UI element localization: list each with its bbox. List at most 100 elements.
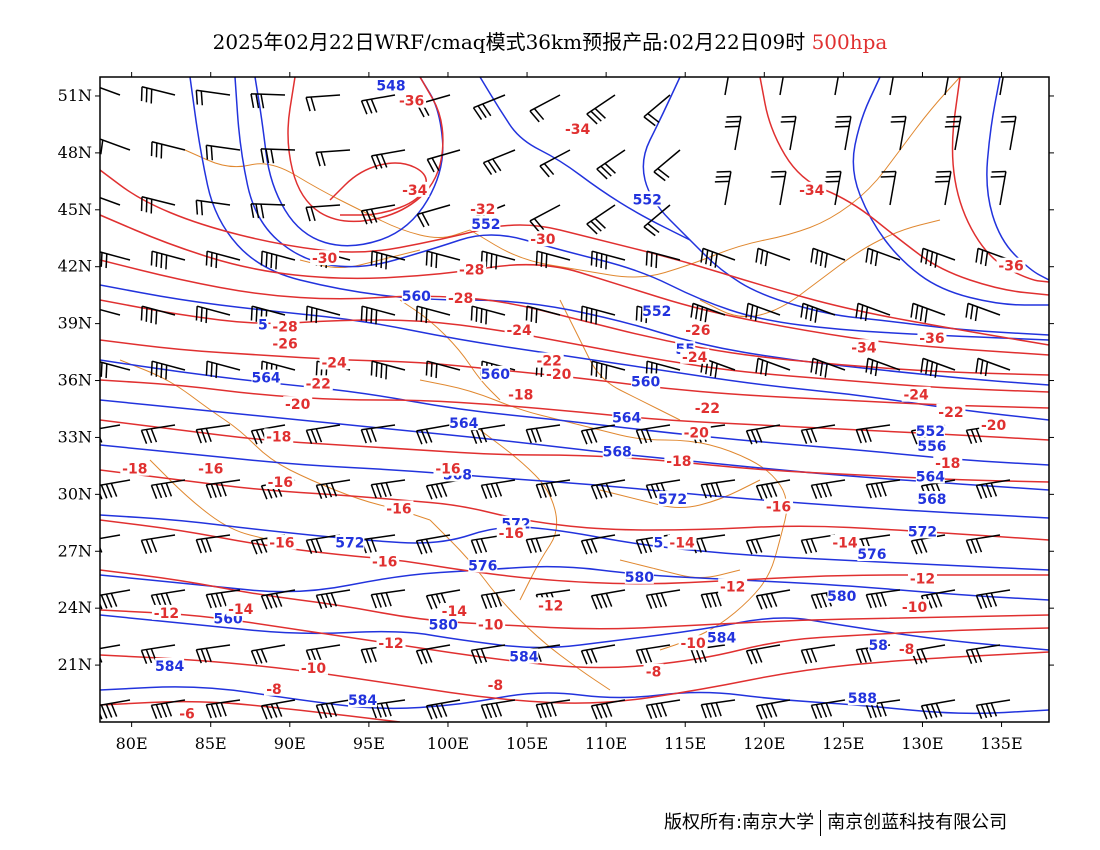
height-label-bg [251,369,281,385]
lat-tick-label: 24N [58,598,92,617]
wind-barb [415,424,451,445]
wind-barb [260,699,296,720]
height-label: 552 [471,217,500,233]
temperature-label-bg [196,460,226,476]
wind-barb [824,170,842,206]
temperature-label: -26 [272,336,297,352]
temperature-label: -18 [266,429,291,445]
wind-barb [360,424,396,444]
wind-barb [800,644,836,664]
wind-barb [426,149,461,173]
temperature-contour [100,299,1049,393]
wind-barb [360,94,396,115]
footer-divider [820,810,822,836]
copyright-footer: 版权所有:南京大学 南京创蓝科技有限公司 [664,808,1007,836]
wind-barb [755,589,791,610]
temperature-label-bg [299,659,329,675]
wind-barb [205,479,241,499]
wind-barb [780,115,797,151]
temperature-label: -34 [402,183,428,199]
height-label: 564 [916,469,945,485]
temperature-label: -14 [832,536,858,552]
height-label: 5 [653,536,663,552]
temperature-label-bg [683,322,713,338]
temperature-label: -20 [981,418,1007,434]
wind-barb [910,644,946,665]
temperature-contour [100,379,1049,441]
height-label: 588 [848,691,877,707]
temperature-label-bg [270,318,300,334]
temperature-label-bg [265,473,295,489]
wind-barb [250,93,286,109]
height-label-bg [428,616,458,632]
wind-barb [890,115,907,151]
lat-tick-label: 39N [58,314,92,333]
height-label-bg [632,191,662,207]
temperature-contour [951,77,1049,283]
wind-barb [714,170,732,206]
temperature-label-bg [797,181,827,197]
temperature-label-bg [536,597,566,613]
lat-tick-label: 30N [58,484,92,503]
temperature-contour [100,569,1049,630]
wind-barb [590,250,626,270]
temperature-label-bg [120,460,150,476]
temperature-label: -20 [546,367,572,383]
temperature-label-bg [901,386,931,402]
height-label-bg [335,534,365,550]
height-label-bg [658,491,688,507]
wind-barb [745,302,781,322]
height-label: 584 [348,693,377,709]
temperature-label: -14 [669,536,695,552]
wind-barb [889,77,897,96]
height-label: 584 [707,631,736,647]
temperature-label-bg [384,500,414,516]
wind-barb [645,699,681,719]
temperature-label: -34 [851,340,877,356]
height-label-bg [612,409,642,425]
wind-barb [586,94,616,125]
wind-barb [590,479,626,500]
temperature-label-bg [900,599,930,615]
height-label: 560 [402,289,431,305]
temperature-label: -26 [685,323,710,339]
height-contour [254,77,444,247]
wind-barb [250,644,286,665]
temperature-label: -16 [268,475,293,491]
height-label: 58 [868,638,887,654]
wind-barb [810,357,846,378]
height-label-bg [155,657,185,673]
temperature-label: -8 [646,665,662,681]
height-contour [100,284,1049,421]
wind-barb [305,424,341,444]
lat-tick-label: 42N [58,257,92,276]
wind-barb [700,247,736,268]
lon-tick-label: 100E [427,734,469,753]
temperature-label-bg [692,399,722,415]
wind-barb [315,479,351,499]
wind-barb [360,204,396,225]
temperature-label-bg [917,329,947,345]
height-contour [986,77,1049,281]
height-label: 564 [449,416,478,432]
wind-barb [315,589,351,609]
wind-barb [415,534,451,555]
temperature-label-bg [849,339,879,355]
temperature-label: -18 [508,388,533,404]
wind-barb [370,250,406,270]
wind-barb [580,644,616,665]
lon-tick-label: 105E [506,734,548,753]
wind-barb [643,204,671,237]
wind-barb [700,479,736,499]
temperature-label-bg [979,417,1009,433]
height-label-bg [652,534,664,550]
wind-barb [305,94,341,112]
temperature-label-bg [534,352,564,368]
height-label-bg [915,468,945,484]
temperature-label-bg [270,335,300,351]
height-label: 564 [612,410,641,426]
wind-barb [779,77,787,96]
temperature-label: -6 [179,706,195,722]
lat-tick-label: 21N [58,655,92,674]
